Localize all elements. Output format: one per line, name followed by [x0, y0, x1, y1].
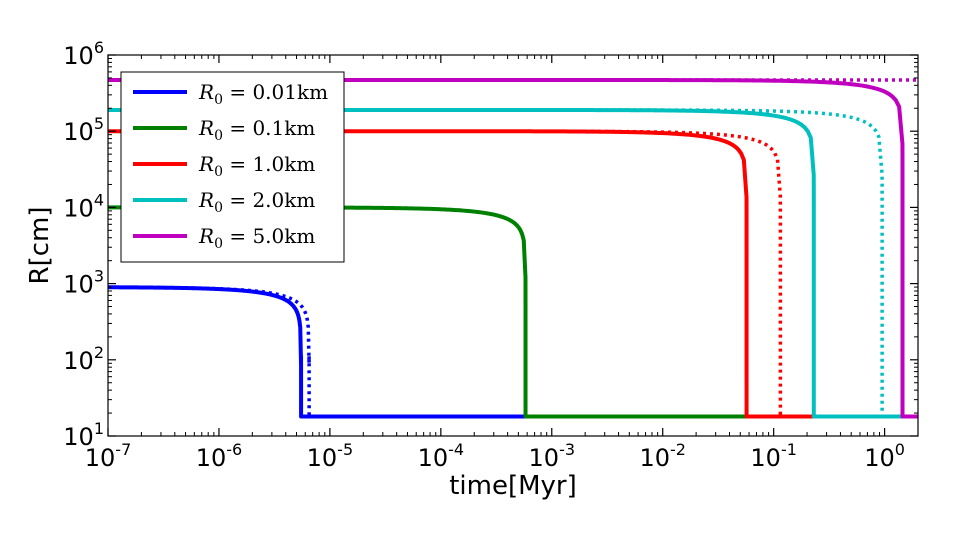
- legend-label-4: R0 = 2.0km: [198, 188, 315, 216]
- plot-frame: [107, 54, 919, 437]
- legend-box: [120, 71, 345, 263]
- x-tick-label: 10-1: [750, 440, 797, 472]
- series-line-1-dotted: [108, 285, 918, 419]
- y-tick-label: 102: [63, 343, 104, 375]
- series-line-1-solid: [108, 285, 918, 419]
- x-tick-label: 10-6: [196, 440, 243, 472]
- legend-label-5: R0 = 5.0km: [198, 224, 315, 252]
- legend-label-1: R0 = 0.01km: [198, 80, 328, 108]
- y-tick-label: 103: [63, 267, 104, 299]
- x-tick-label: 10-7: [85, 440, 132, 472]
- legend-label-2: R0 = 0.1km: [198, 116, 315, 144]
- x-tick-label: 10-4: [418, 440, 465, 472]
- legend-label-3: R0 = 1.0km: [198, 152, 315, 180]
- x-tick-label: 10-3: [529, 440, 576, 472]
- x-tick-label: 10-5: [307, 440, 354, 472]
- legend: R0 = 0.01km R0 = 0.1km R0 = 1.0km R0 = 2.0k…: [120, 71, 345, 263]
- y-axis-label: R[cm]: [25, 207, 55, 285]
- x-axis-label: time[Myr]: [449, 471, 577, 501]
- x-tick-label: 100: [864, 440, 905, 472]
- x-tick-label: 10-2: [639, 440, 686, 472]
- y-tick-label: 106: [63, 38, 104, 70]
- y-tick-label: 104: [63, 190, 104, 222]
- y-tick-label: 105: [63, 114, 104, 146]
- y-tick-label: 101: [63, 419, 104, 451]
- ticks-layer: 10-7 10-6 10-5 10-4 10-3 10-2 10-1 100 101 102 103…: [63, 38, 919, 472]
